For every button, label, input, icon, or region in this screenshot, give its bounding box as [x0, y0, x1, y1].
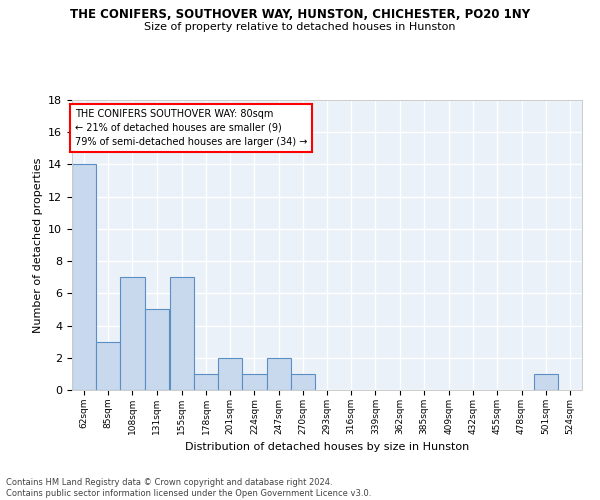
Bar: [72, 164, 96, 390]
Bar: [194, 374, 218, 390]
Bar: [266, 358, 291, 390]
Bar: [145, 310, 169, 390]
Text: Size of property relative to detached houses in Hunston: Size of property relative to detached ho…: [144, 22, 456, 32]
Bar: [242, 374, 266, 390]
Text: THE CONIFERS, SOUTHOVER WAY, HUNSTON, CHICHESTER, PO20 1NY: THE CONIFERS, SOUTHOVER WAY, HUNSTON, CH…: [70, 8, 530, 20]
Bar: [533, 374, 558, 390]
Bar: [218, 358, 242, 390]
Y-axis label: Number of detached properties: Number of detached properties: [32, 158, 43, 332]
Bar: [291, 374, 315, 390]
X-axis label: Distribution of detached houses by size in Hunston: Distribution of detached houses by size …: [185, 442, 469, 452]
Bar: [170, 277, 194, 390]
Bar: [96, 342, 121, 390]
Text: THE CONIFERS SOUTHOVER WAY: 80sqm
← 21% of detached houses are smaller (9)
79% o: THE CONIFERS SOUTHOVER WAY: 80sqm ← 21% …: [74, 108, 307, 146]
Text: Contains HM Land Registry data © Crown copyright and database right 2024.
Contai: Contains HM Land Registry data © Crown c…: [6, 478, 371, 498]
Bar: [121, 277, 145, 390]
